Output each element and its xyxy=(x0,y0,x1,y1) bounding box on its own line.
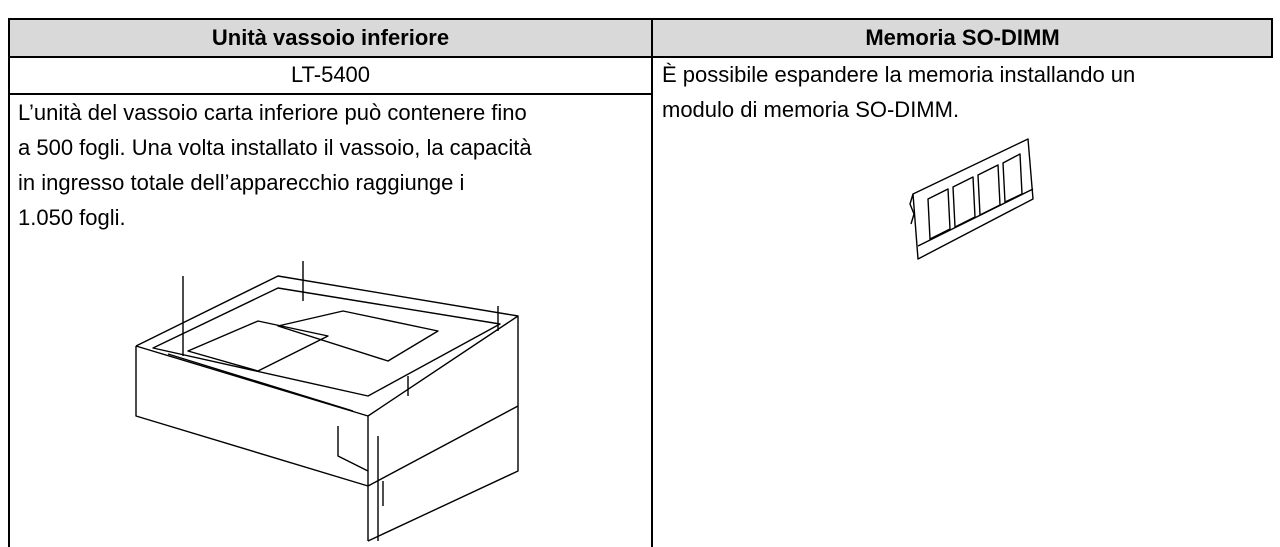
border xyxy=(8,18,1273,20)
model-name: LT-5400 xyxy=(290,62,371,87)
text-line: in ingresso totale dell’apparecchio ragg… xyxy=(18,170,465,195)
text-line: a 500 fogli. Una volta installato il vas… xyxy=(18,135,532,160)
text-line: È possibile espandere la memoria install… xyxy=(662,62,1136,87)
text-line: 1.050 fogli. xyxy=(18,205,126,230)
memory-illustration xyxy=(909,138,1034,260)
text-line: modulo di memoria SO-DIMM. xyxy=(662,97,960,122)
border xyxy=(1271,18,1273,57)
header-cell: Unità vassoio inferiore xyxy=(9,19,652,56)
text-line: L’unità del vassoio carta inferiore può … xyxy=(18,100,527,125)
border xyxy=(8,18,10,547)
tray-illustration xyxy=(135,261,519,542)
border xyxy=(651,18,653,547)
border xyxy=(8,93,652,95)
header-cell: Memoria SO-DIMM xyxy=(653,19,1272,56)
border xyxy=(8,56,1273,58)
